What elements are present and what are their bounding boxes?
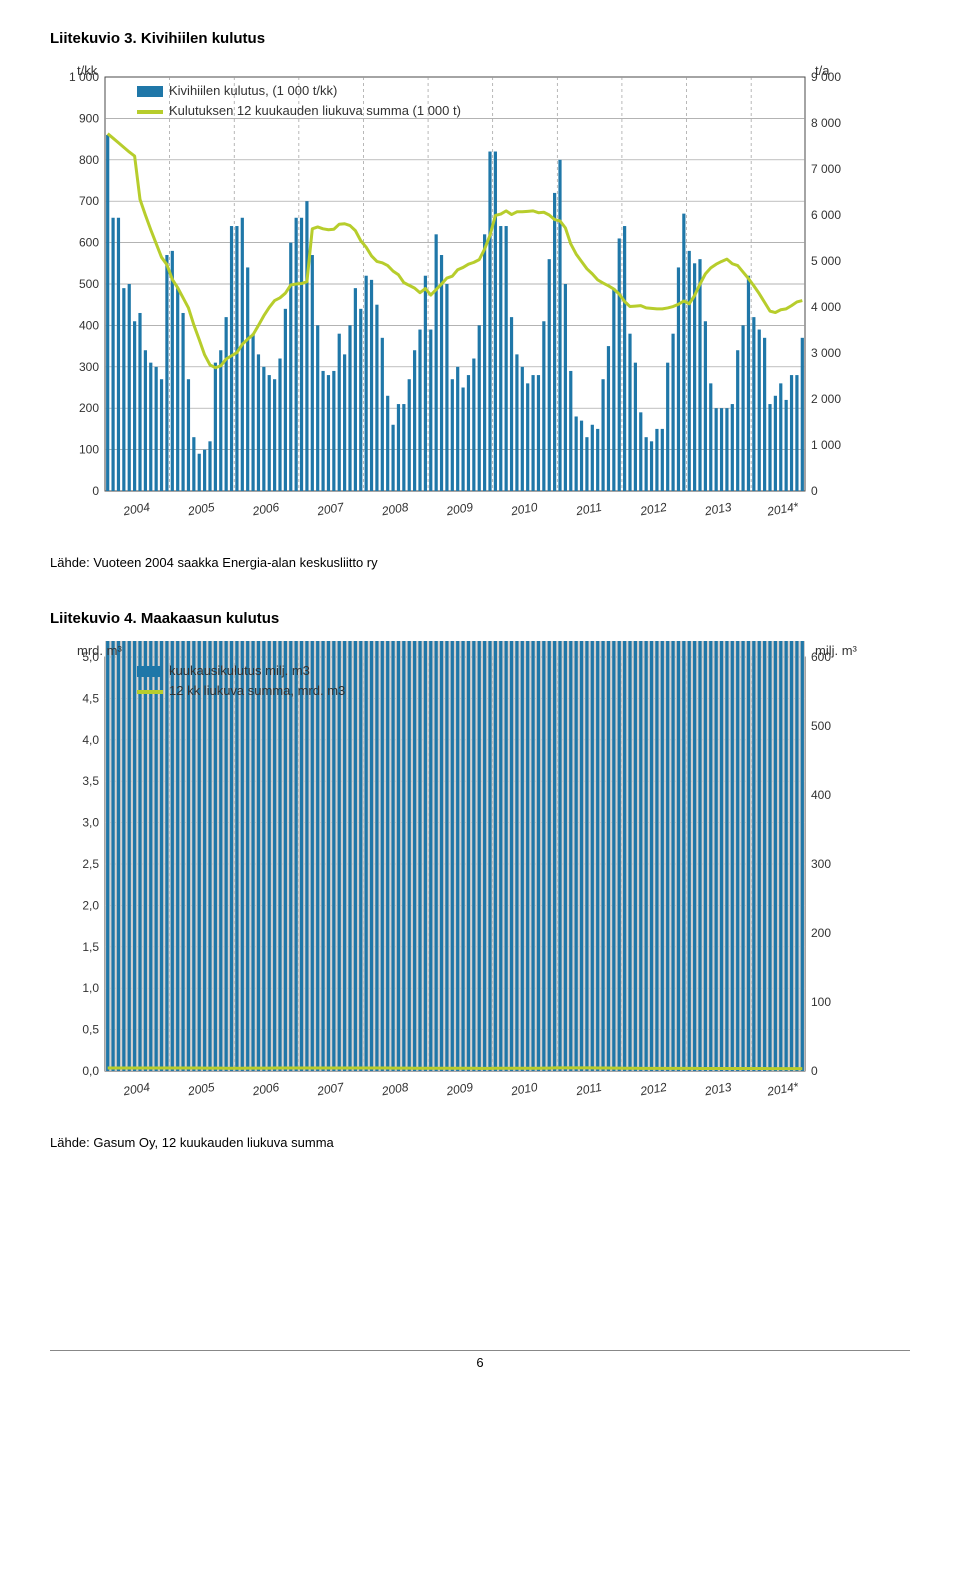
svg-text:4,0: 4,0 bbox=[82, 733, 99, 747]
svg-text:4,5: 4,5 bbox=[82, 691, 99, 705]
svg-text:2007: 2007 bbox=[315, 1080, 346, 1099]
svg-text:400: 400 bbox=[79, 318, 99, 332]
svg-text:500: 500 bbox=[79, 277, 99, 291]
svg-text:8 000: 8 000 bbox=[811, 116, 841, 130]
svg-text:0: 0 bbox=[811, 1064, 818, 1078]
svg-text:3 000: 3 000 bbox=[811, 346, 841, 360]
svg-text:7 000: 7 000 bbox=[811, 162, 841, 176]
svg-text:4 000: 4 000 bbox=[811, 300, 841, 314]
svg-text:milj. m³: milj. m³ bbox=[815, 643, 858, 658]
svg-text:2013: 2013 bbox=[703, 500, 733, 519]
svg-text:800: 800 bbox=[79, 153, 99, 167]
svg-text:500: 500 bbox=[811, 719, 831, 733]
svg-text:1 000: 1 000 bbox=[811, 438, 841, 452]
svg-text:2 000: 2 000 bbox=[811, 392, 841, 406]
figure-4-block: Liitekuvio 4. Maakaasun kulutus 0,0 0,5 1,… bbox=[50, 610, 910, 1150]
svg-text:200: 200 bbox=[79, 401, 99, 415]
svg-text:2008: 2008 bbox=[380, 1080, 410, 1099]
svg-text:2007: 2007 bbox=[315, 500, 346, 519]
svg-text:700: 700 bbox=[79, 194, 99, 208]
svg-text:2004: 2004 bbox=[121, 500, 151, 519]
svg-text:300: 300 bbox=[811, 857, 831, 871]
svg-text:2,0: 2,0 bbox=[82, 898, 99, 912]
figure-3-title: Liitekuvio 3. Kivihiilen kulutus bbox=[50, 30, 910, 47]
figure-4-source: Lähde: Gasum Oy, 12 kuukauden liukuva su… bbox=[50, 1135, 910, 1150]
svg-text:100: 100 bbox=[811, 995, 831, 1009]
svg-text:2014*: 2014* bbox=[765, 499, 800, 518]
svg-text:2010: 2010 bbox=[509, 1080, 539, 1099]
svg-text:kuukausikulutus milj. m3: kuukausikulutus milj. m3 bbox=[169, 663, 310, 678]
svg-text:Kivihiilen kulutus, (1 000 t/k: Kivihiilen kulutus, (1 000 t/kk) bbox=[169, 83, 337, 98]
svg-text:5 000: 5 000 bbox=[811, 254, 841, 268]
svg-text:2011: 2011 bbox=[574, 1080, 603, 1098]
svg-text:300: 300 bbox=[79, 360, 99, 374]
svg-text:2014*: 2014* bbox=[765, 1079, 800, 1098]
svg-text:2009: 2009 bbox=[444, 500, 474, 519]
svg-text:2,5: 2,5 bbox=[82, 857, 99, 871]
page-number: 6 bbox=[476, 1355, 483, 1370]
svg-text:0: 0 bbox=[92, 484, 99, 498]
svg-text:2011: 2011 bbox=[574, 500, 603, 518]
svg-text:mrd. m³: mrd. m³ bbox=[77, 643, 122, 658]
svg-text:2009: 2009 bbox=[444, 1080, 474, 1099]
svg-text:t/kk: t/kk bbox=[77, 63, 98, 78]
svg-text:2006: 2006 bbox=[250, 500, 280, 519]
figure-3-block: Liitekuvio 3. Kivihiilen kulutus 0 100 200… bbox=[50, 30, 910, 570]
svg-text:3,0: 3,0 bbox=[82, 816, 99, 830]
svg-text:0,5: 0,5 bbox=[82, 1023, 99, 1037]
svg-text:100: 100 bbox=[79, 443, 99, 457]
svg-text:0: 0 bbox=[811, 484, 818, 498]
svg-text:2006: 2006 bbox=[250, 1080, 280, 1099]
svg-text:900: 900 bbox=[79, 111, 99, 125]
svg-text:2005: 2005 bbox=[186, 500, 216, 519]
svg-text:2012: 2012 bbox=[638, 1080, 668, 1099]
figure-4-chart: 0,00,51,01,52,02,53,03,54,04,55,00100200… bbox=[50, 641, 910, 1121]
svg-text:6 000: 6 000 bbox=[811, 208, 841, 222]
page-footer: 6 bbox=[50, 1350, 910, 1370]
figure-3-chart: 01002003004005006007008009001 00001 0002… bbox=[50, 61, 910, 541]
svg-text:0,0: 0,0 bbox=[82, 1064, 99, 1078]
svg-text:200: 200 bbox=[811, 926, 831, 940]
svg-text:12 kk liukuva summa, mrd. m3: 12 kk liukuva summa, mrd. m3 bbox=[169, 683, 345, 698]
figure-4-title: Liitekuvio 4. Maakaasun kulutus bbox=[50, 610, 910, 627]
svg-text:1,5: 1,5 bbox=[82, 940, 99, 954]
svg-text:t/a: t/a bbox=[815, 63, 830, 78]
svg-text:2005: 2005 bbox=[186, 1080, 216, 1099]
svg-text:2010: 2010 bbox=[509, 500, 539, 519]
svg-text:400: 400 bbox=[811, 788, 831, 802]
svg-text:600: 600 bbox=[79, 236, 99, 250]
svg-text:2004: 2004 bbox=[121, 1080, 151, 1099]
svg-text:2008: 2008 bbox=[380, 500, 410, 519]
svg-text:1,0: 1,0 bbox=[82, 981, 99, 995]
svg-text:2012: 2012 bbox=[638, 500, 668, 519]
figure-3-source: Lähde: Vuoteen 2004 saakka Energia-alan … bbox=[50, 555, 910, 570]
svg-text:Kulutuksen 12 kuukauden liukuv: Kulutuksen 12 kuukauden liukuva summa (1… bbox=[169, 103, 461, 118]
svg-text:3,5: 3,5 bbox=[82, 774, 99, 788]
svg-text:2013: 2013 bbox=[703, 1080, 733, 1099]
